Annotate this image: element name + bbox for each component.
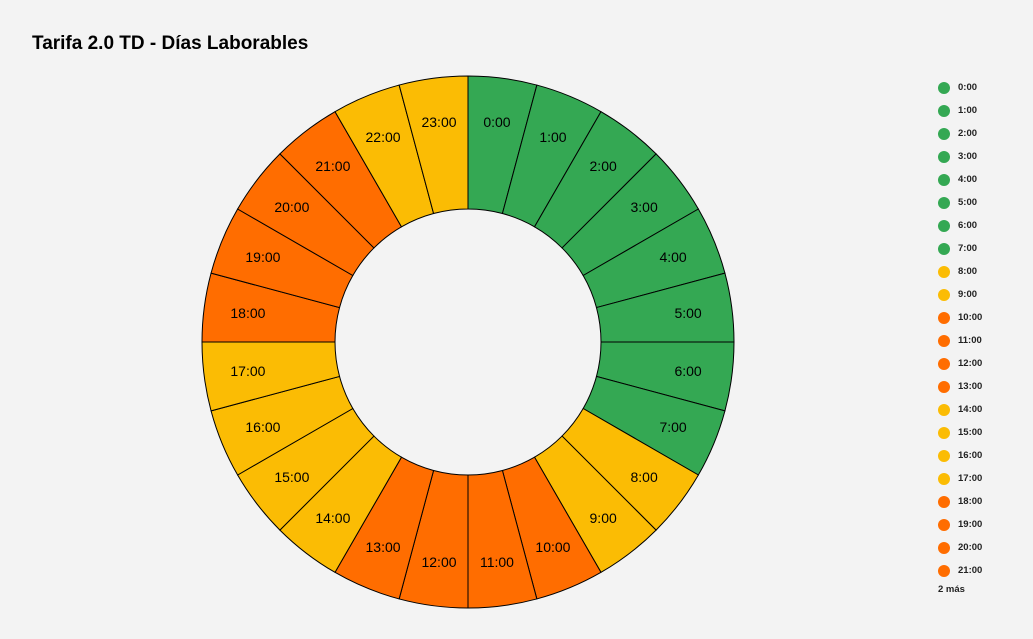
slice-label: 1:00 bbox=[539, 129, 566, 145]
legend-dot-icon bbox=[938, 81, 950, 94]
slice-label: 4:00 bbox=[659, 249, 686, 265]
legend-dot-icon bbox=[938, 495, 950, 508]
legend-dot-icon bbox=[938, 150, 950, 163]
legend-item[interactable]: 18:00 bbox=[938, 490, 982, 513]
legend-dot-icon bbox=[938, 219, 950, 232]
legend-item[interactable]: 16:00 bbox=[938, 444, 982, 467]
legend-item[interactable]: 11:00 bbox=[938, 329, 982, 352]
legend-label: 0:00 bbox=[958, 82, 978, 93]
legend-item[interactable]: 21:00 bbox=[938, 559, 982, 582]
legend-label: 15:00 bbox=[958, 427, 983, 438]
legend-item[interactable]: 20:00 bbox=[938, 536, 982, 559]
slice-label: 23:00 bbox=[421, 114, 456, 130]
legend-label: 17:00 bbox=[958, 473, 983, 484]
slice-label: 14:00 bbox=[315, 510, 350, 526]
slice-label: 18:00 bbox=[230, 305, 265, 321]
legend-dot-icon bbox=[938, 357, 950, 370]
legend-dot-icon bbox=[938, 472, 950, 485]
legend-label: 8:00 bbox=[958, 266, 978, 277]
slice-label: 19:00 bbox=[245, 249, 280, 265]
slice-label: 12:00 bbox=[421, 554, 456, 570]
slice-label: 13:00 bbox=[366, 539, 401, 555]
legend-item[interactable]: 4:00 bbox=[938, 168, 982, 191]
legend-label: 10:00 bbox=[958, 312, 983, 323]
legend-dot-icon bbox=[938, 173, 950, 186]
legend-label: 5:00 bbox=[958, 197, 978, 208]
legend-label: 3:00 bbox=[958, 151, 978, 162]
slice-label: 6:00 bbox=[674, 363, 701, 379]
legend-label: 16:00 bbox=[958, 450, 983, 461]
legend-label: 2:00 bbox=[958, 128, 978, 139]
legend-dot-icon bbox=[938, 311, 950, 324]
legend-label: 7:00 bbox=[958, 243, 978, 254]
legend-item[interactable]: 14:00 bbox=[938, 398, 982, 421]
slice-label: 0:00 bbox=[483, 114, 510, 130]
legend-label: 6:00 bbox=[958, 220, 978, 231]
legend: 0:00 1:00 2:00 3:00 4:00 5:00 6:00 7:00 8:00 9:00… bbox=[938, 76, 982, 595]
legend-label: 4:00 bbox=[958, 174, 978, 185]
slice-label: 22:00 bbox=[366, 129, 401, 145]
slice-label: 5:00 bbox=[674, 305, 701, 321]
legend-dot-icon bbox=[938, 265, 950, 278]
slice-label: 2:00 bbox=[590, 158, 617, 174]
legend-label: 14:00 bbox=[958, 404, 983, 415]
legend-item[interactable]: 17:00 bbox=[938, 467, 982, 490]
legend-label: 18:00 bbox=[958, 496, 983, 507]
legend-more[interactable]: 2 más bbox=[938, 584, 965, 595]
legend-label: 19:00 bbox=[958, 519, 983, 530]
legend-dot-icon bbox=[938, 242, 950, 255]
legend-dot-icon bbox=[938, 288, 950, 301]
legend-dot-icon bbox=[938, 449, 950, 462]
legend-dot-icon bbox=[938, 426, 950, 439]
legend-item[interactable]: 3:00 bbox=[938, 145, 982, 168]
slice-label: 10:00 bbox=[535, 539, 570, 555]
legend-dot-icon bbox=[938, 564, 950, 577]
slice-label: 16:00 bbox=[245, 419, 280, 435]
legend-dot-icon bbox=[938, 196, 950, 209]
legend-item[interactable]: 19:00 bbox=[938, 513, 982, 536]
slice-label: 15:00 bbox=[274, 469, 309, 485]
legend-dot-icon bbox=[938, 334, 950, 347]
legend-item[interactable]: 13:00 bbox=[938, 375, 982, 398]
slice-label: 21:00 bbox=[315, 158, 350, 174]
slice-label: 11:00 bbox=[480, 554, 514, 570]
legend-item[interactable]: 9:00 bbox=[938, 283, 982, 306]
legend-dot-icon bbox=[938, 541, 950, 554]
slice-label: 7:00 bbox=[659, 419, 686, 435]
legend-dot-icon bbox=[938, 518, 950, 531]
slice-label: 8:00 bbox=[630, 469, 657, 485]
donut-chart: 0:00 1:00 2:00 3:00 4:00 5:00 6:00 7:00 8:00 9:00… bbox=[201, 75, 735, 609]
legend-item[interactable]: 10:00 bbox=[938, 306, 982, 329]
legend-item[interactable]: 0:00 bbox=[938, 76, 982, 99]
slice-label: 3:00 bbox=[630, 199, 657, 215]
legend-item[interactable]: 12:00 bbox=[938, 352, 982, 375]
legend-label: 12:00 bbox=[958, 358, 983, 369]
legend-dot-icon bbox=[938, 380, 950, 393]
slice-23:00[interactable] bbox=[398, 75, 469, 215]
legend-label: 20:00 bbox=[958, 542, 983, 553]
legend-item[interactable]: 6:00 bbox=[938, 214, 982, 237]
legend-dot-icon bbox=[938, 403, 950, 416]
legend-dot-icon bbox=[938, 127, 950, 140]
legend-item[interactable]: 8:00 bbox=[938, 260, 982, 283]
legend-label: 11:00 bbox=[958, 335, 982, 346]
legend-item[interactable]: 1:00 bbox=[938, 99, 982, 122]
legend-label: 1:00 bbox=[958, 105, 978, 116]
slice-label: 20:00 bbox=[274, 199, 309, 215]
legend-label: 21:00 bbox=[958, 565, 983, 576]
legend-label: 9:00 bbox=[958, 289, 978, 300]
legend-item[interactable]: 7:00 bbox=[938, 237, 982, 260]
slice-label: 17:00 bbox=[230, 363, 265, 379]
legend-item[interactable]: 5:00 bbox=[938, 191, 982, 214]
legend-label: 13:00 bbox=[958, 381, 983, 392]
slice-label: 9:00 bbox=[590, 510, 617, 526]
chart-title: Tarifa 2.0 TD - Días Laborables bbox=[32, 33, 309, 54]
legend-item[interactable]: 2:00 bbox=[938, 122, 982, 145]
legend-dot-icon bbox=[938, 104, 950, 117]
legend-item[interactable]: 15:00 bbox=[938, 421, 982, 444]
